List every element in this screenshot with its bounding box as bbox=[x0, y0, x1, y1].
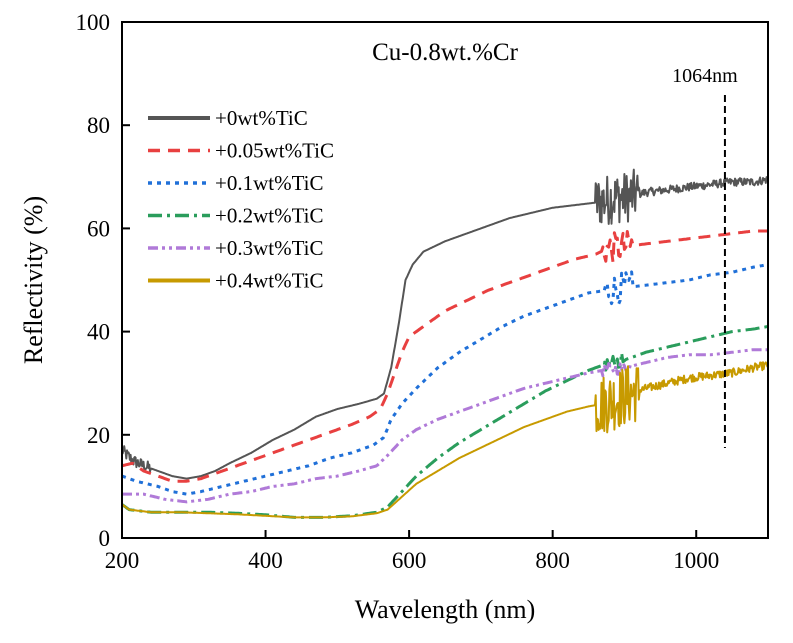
series-line-1 bbox=[122, 229, 768, 483]
y-tick-label: 0 bbox=[99, 526, 111, 551]
annotation-label: 1064nm bbox=[672, 65, 738, 87]
plot-frame bbox=[121, 21, 769, 539]
x-tick-label: 600 bbox=[392, 548, 427, 573]
legend-label-4: +0.3wt%TiC bbox=[215, 236, 324, 260]
legend-label-1: +0.05wt%TiC bbox=[215, 139, 334, 163]
y-axis-title: Reflectivity (%) bbox=[19, 196, 48, 364]
chart-title: Cu-0.8wt.%Cr bbox=[372, 39, 519, 66]
x-tick-label: 1000 bbox=[673, 548, 719, 573]
series-line-0 bbox=[122, 168, 768, 480]
legend-label-0: +0wt%TiC bbox=[215, 106, 308, 130]
x-axis-title: Wavelength (nm) bbox=[355, 595, 536, 624]
y-tick-label: 40 bbox=[87, 320, 110, 345]
x-tick-label: 200 bbox=[105, 548, 140, 573]
series-line-2 bbox=[122, 263, 768, 496]
legend-label-2: +0.1wt%TiC bbox=[215, 171, 324, 195]
y-tick-label: 80 bbox=[87, 113, 110, 138]
x-tick-label: 800 bbox=[535, 548, 570, 573]
legend: +0wt%TiC +0.05wt%TiC +0.1wt%TiC +0.2wt%TiC +… bbox=[148, 106, 334, 293]
legend-label-3: +0.2wt%TiC bbox=[215, 204, 324, 228]
series-line-5 bbox=[122, 361, 768, 519]
x-tick-label: 400 bbox=[248, 548, 283, 573]
y-tick-label: 100 bbox=[76, 10, 111, 35]
y-tick-label: 60 bbox=[87, 216, 110, 241]
y-tick-label: 20 bbox=[87, 423, 110, 448]
series-line-4 bbox=[122, 348, 768, 504]
legend-label-5: +0.4wt%TiC bbox=[215, 269, 324, 293]
